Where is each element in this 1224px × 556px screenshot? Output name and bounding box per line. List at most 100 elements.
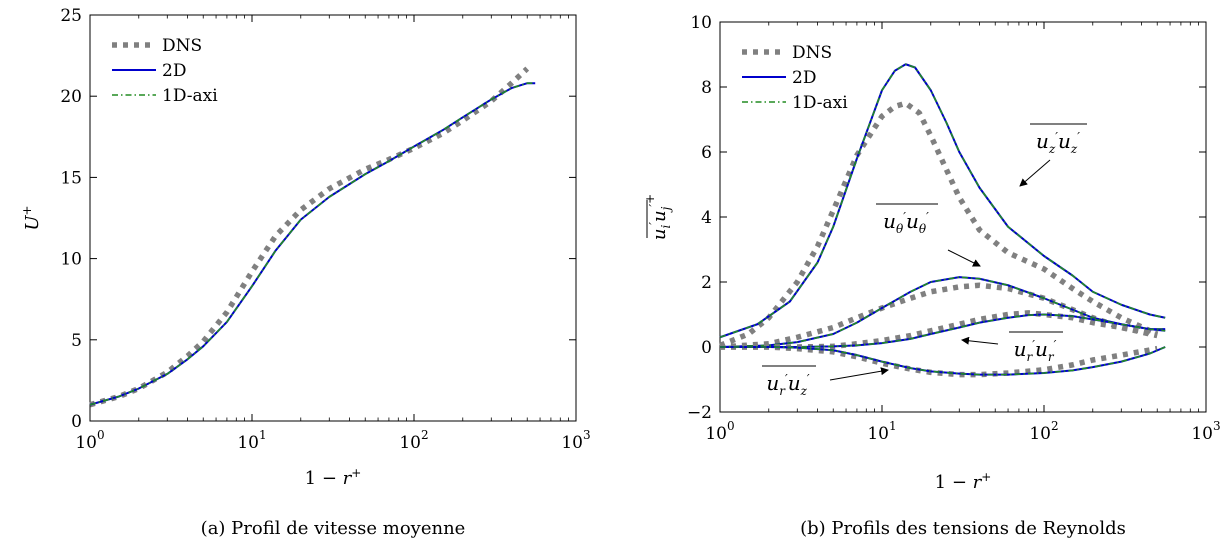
ann-ur-u2: u [1035,337,1048,361]
x-tick-base: 10 [561,433,583,453]
dns-line-urz [720,344,1158,378]
y-tick-label: 0 [701,338,712,358]
x-tick-base: 10 [705,424,727,444]
ann-urz-p1: ′ [785,372,788,386]
legend-label: DNS [792,43,832,63]
y-tick-label: 0 [71,412,82,432]
ann-urz-sub1: r [779,384,786,398]
x-tick-label: 103 [1191,419,1220,444]
x-tick-label: 100 [705,419,734,444]
x-tick-exp: 0 [727,419,735,433]
ann-ut-p1: ′ [903,210,906,224]
plot-frame [89,14,577,422]
x-axis-label-sup: + [351,466,361,480]
ann-ur-u1: u [1014,337,1027,361]
x-axis-label: 1 − r+ [305,466,362,489]
y-tick-label: 25 [60,6,82,26]
ann-urz-p2: ′ [807,372,810,386]
x-tick-label: 102 [1029,419,1058,444]
y-tick-label: −2 [687,403,712,423]
ann-uz-p2: ′ [1077,130,1080,144]
model-1daxi-line-uz [719,63,1166,339]
ann-urz-sub2: z [800,384,808,398]
annotation-urz: ur′uz′ [762,365,889,398]
series-line-1d-axi [89,82,536,406]
x-tick-label: 102 [399,428,428,453]
annotation-ut: uθ′uθ′ [876,203,981,267]
legend-label: 1D-axi [162,86,218,106]
x-tick-base: 10 [1029,424,1051,444]
x-tick-group: 100 101 102 103 [75,15,591,453]
y-label-sup-plus: + [643,194,657,204]
x-tick-exp: 2 [421,428,429,442]
model-2d-line-ut [719,276,1166,348]
ann-urz-u2: u [788,371,801,395]
legend-label: DNS [162,36,202,56]
svg-text:ur′ur′: ur′ur′ [1014,337,1057,364]
legend-label: 1D-axi [792,93,848,113]
y-label-sub-i: i [659,225,673,229]
y-tick-label: 5 [71,331,82,351]
y-label-sub-j: j [659,206,673,213]
ann-ur-arrow [961,336,999,345]
x-axis-label-r: r [973,472,983,493]
ann-urz-u1: u [766,371,779,395]
y-label-prime-1: ′ [647,222,661,225]
x-tick-base: 10 [237,433,259,453]
svg-text:ur′uz′: ur′uz′ [766,371,810,398]
y-label-u1: u [649,229,670,241]
y-tick-label: 6 [701,143,712,163]
x-tick-exp: 3 [1213,419,1221,433]
x-tick-label: 100 [75,428,104,453]
x-tick-label: 103 [561,428,590,453]
ann-ut-p2: ′ [926,210,929,224]
ann-ur-sub2: r [1048,350,1055,364]
y-label-u2: u [649,210,670,222]
x-tick-exp: 0 [97,428,105,442]
svg-text:uθ′uθ′: uθ′uθ′ [883,209,929,236]
ann-uz-sub1: z [1048,142,1056,156]
caption-a: (a) Profil de vitesse moyenne [201,518,466,539]
y-label-prime-2: ′ [647,204,661,207]
y-tick-label: 15 [60,168,82,188]
legend: DNS 2D 1D-axi [742,43,848,113]
model-1daxi-line-ur [720,313,1166,348]
x-axis-label-sup: + [981,470,991,484]
legend-label: 2D [792,68,816,88]
dns-line-uz [718,100,1159,348]
ann-ut-sub2: θ [919,222,927,236]
x-axis-label-one: 1 − [935,472,973,493]
caption-b: (b) Profils des tensions de Reynolds [800,518,1126,539]
ann-ut-arrow [947,249,981,267]
y-tick-label: 10 [60,250,82,270]
series-group [89,66,536,408]
ann-uz-sub2: z [1070,142,1078,156]
y-tick-label: 20 [60,87,82,107]
ann-ut-sub1: θ [896,222,904,236]
x-tick-exp: 2 [1051,419,1059,433]
legend-label: 2D [162,61,186,81]
dns-line-ut [719,282,1158,350]
series-line-2d [89,82,536,406]
x-tick-exp: 3 [583,428,591,442]
ann-ut-u1: u [883,209,896,233]
x-tick-base: 10 [1191,424,1213,444]
x-axis-label-r: r [343,468,353,489]
x-tick-exp: 1 [259,428,267,442]
ann-ut-u2: u [906,209,919,233]
x-axis-label: 1 − r+ [935,470,992,493]
y-tick-group: 0 5 10 15 20 25 [60,6,576,432]
x-tick-exp: 1 [889,419,897,433]
y-axis-label-sup: + [20,205,34,215]
y-axis-label: ui′uj′+ [643,194,673,240]
x-tick-base: 10 [399,433,421,453]
series-group [718,63,1166,378]
ann-urz-arrow [829,367,889,381]
y-tick-label: 10 [690,13,712,33]
svg-text:uz′uz′: uz′uz′ [1036,129,1080,156]
y-axis-label: U+ [20,205,43,230]
x-tick-base: 10 [867,424,889,444]
